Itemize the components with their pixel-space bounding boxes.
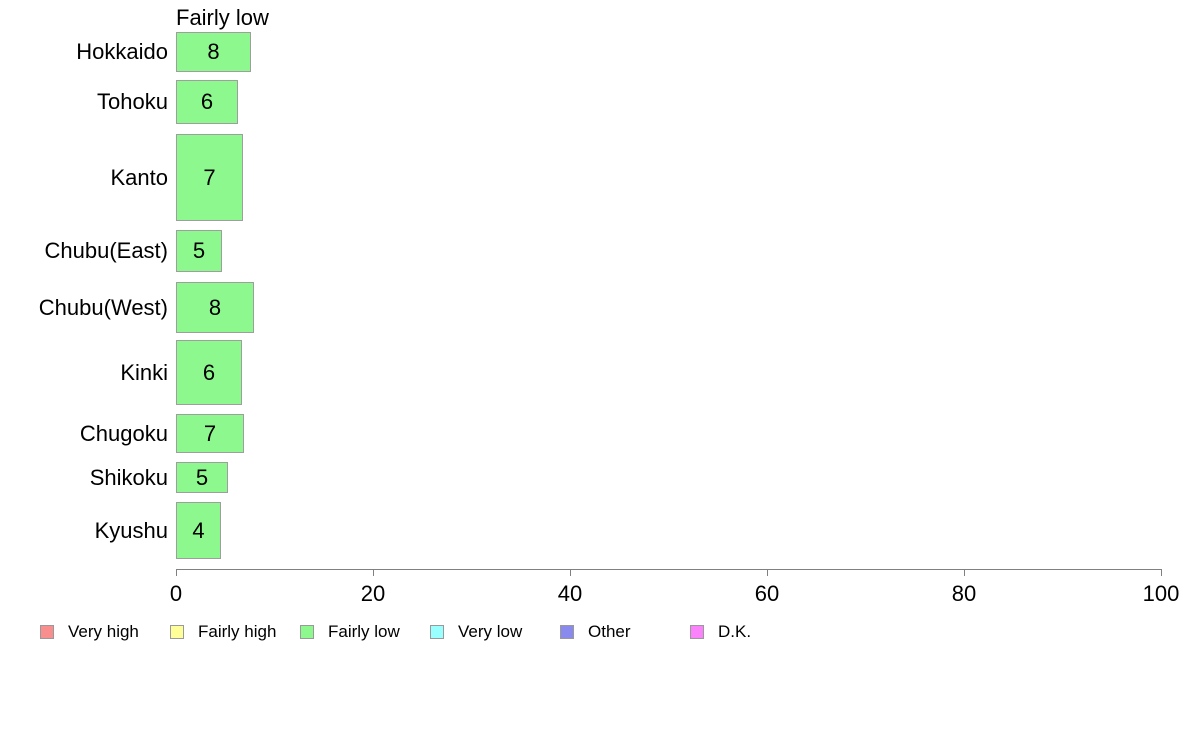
legend-label: Very high: [68, 622, 139, 641]
category-label-chubu-west-: Chubu(West): [38, 294, 168, 320]
x-axis-line: [176, 569, 1161, 570]
x-axis-tick: [570, 569, 571, 576]
legend-item-d-k-: D.K.: [690, 622, 751, 642]
bar-value-label: 7: [203, 164, 216, 190]
bar-hokkaido: 8: [176, 32, 251, 72]
bar-shikoku: 5: [176, 462, 228, 493]
bar-value-label: 5: [192, 238, 206, 263]
bar-kanto: 7: [176, 134, 243, 221]
bar-value-label: 6: [200, 89, 214, 114]
category-label-chubu-east-: Chubu(East): [44, 238, 168, 263]
category-label-tohoku: Tohoku: [97, 89, 168, 114]
category-label-shikoku: Shikoku: [89, 464, 168, 490]
x-axis-tick-label: 0: [169, 581, 183, 606]
legend-item-fairly-high: Fairly high: [170, 622, 276, 642]
category-label-kyushu: Kyushu: [94, 517, 168, 543]
x-axis-tick: [964, 569, 965, 576]
legend-label: Other: [588, 622, 631, 641]
legend-label: D.K.: [718, 622, 752, 641]
legend-swatch-icon: [430, 625, 444, 639]
bar-value-label: 8: [208, 294, 222, 320]
legend-item-fairly-low: Fairly low: [300, 622, 400, 642]
legend-swatch-icon: [170, 625, 184, 639]
bar-chubu-west-: 8: [176, 282, 254, 333]
bar-value-label: 7: [203, 420, 217, 446]
legend-swatch-icon: [690, 625, 704, 639]
chart-title: Fairly low: [176, 5, 269, 30]
category-label-kinki: Kinki: [120, 359, 168, 385]
bar-tohoku: 6: [176, 80, 238, 124]
x-axis-tick: [767, 569, 768, 576]
legend-item-other: Other: [560, 622, 631, 642]
bar-value-label: 4: [192, 517, 205, 543]
x-axis-tick-label: 80: [951, 581, 977, 606]
legend-item-very-high: Very high: [40, 622, 139, 642]
category-label-kanto: Kanto: [110, 164, 169, 190]
legend-swatch-icon: [300, 625, 314, 639]
x-axis-tick: [1161, 569, 1162, 576]
bar-value-label: 5: [195, 464, 209, 490]
bar-kinki: 6: [176, 340, 242, 405]
legend-label: Very low: [458, 622, 523, 641]
bar-value-label: 6: [202, 359, 216, 385]
x-axis-tick: [373, 569, 374, 576]
x-axis-tick-label: 100: [1142, 581, 1180, 606]
bar-value-label: 8: [207, 39, 220, 64]
legend-swatch-icon: [40, 625, 54, 639]
legend-label: Fairly high: [198, 622, 277, 641]
x-axis-tick-label: 60: [754, 581, 780, 606]
bar-chubu-east-: 5: [176, 230, 222, 272]
x-axis-tick: [176, 569, 177, 576]
bar-chugoku: 7: [176, 414, 244, 453]
category-label-hokkaido: Hokkaido: [76, 39, 168, 64]
legend-item-very-low: Very low: [430, 622, 522, 642]
bar-kyushu: 4: [176, 502, 221, 559]
x-axis-tick-label: 40: [557, 581, 583, 606]
x-axis-tick-label: 20: [360, 581, 386, 606]
legend-label: Fairly low: [328, 622, 400, 641]
category-label-chugoku: Chugoku: [79, 420, 168, 446]
legend-swatch-icon: [560, 625, 574, 639]
